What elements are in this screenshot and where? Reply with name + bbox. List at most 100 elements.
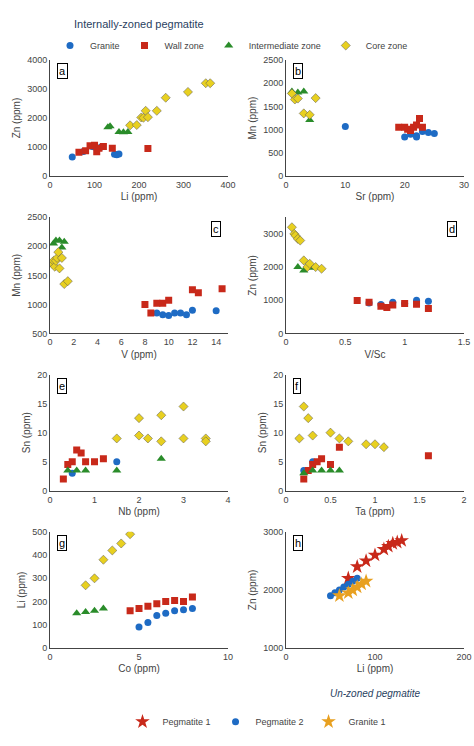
svg-text:V (ppm): V (ppm) [121, 349, 157, 360]
svg-text:1: 1 [92, 495, 97, 505]
svg-text:0: 0 [283, 495, 288, 505]
svg-text:b: b [295, 65, 301, 77]
svg-text:1000: 1000 [27, 142, 47, 152]
svg-text:1000: 1000 [263, 125, 283, 135]
svg-text:3000: 3000 [27, 84, 47, 94]
svg-text:0: 0 [42, 171, 47, 181]
svg-text:10: 10 [37, 428, 47, 438]
svg-text:0: 0 [283, 180, 288, 190]
svg-text:3: 3 [181, 495, 186, 505]
svg-text:1.5: 1.5 [458, 337, 471, 347]
svg-text:0: 0 [283, 337, 288, 347]
svg-text:1: 1 [402, 337, 407, 347]
svg-text:200: 200 [131, 180, 146, 190]
svg-text:0: 0 [278, 171, 283, 181]
svg-text:Pegmatite 2: Pegmatite 2 [256, 717, 304, 727]
svg-text:20: 20 [273, 370, 283, 380]
svg-text:0: 0 [278, 486, 283, 496]
svg-text:100: 100 [32, 620, 47, 630]
svg-text:Li (ppm): Li (ppm) [121, 191, 158, 202]
svg-text:1000: 1000 [27, 300, 47, 310]
svg-text:100: 100 [87, 180, 102, 190]
svg-text:10: 10 [223, 652, 233, 662]
svg-text:2000: 2000 [263, 78, 283, 88]
svg-text:5: 5 [137, 652, 142, 662]
svg-text:a: a [59, 65, 66, 77]
svg-text:500: 500 [32, 527, 47, 537]
svg-text:2: 2 [461, 495, 466, 505]
svg-text:Ta (ppm): Ta (ppm) [355, 506, 394, 517]
svg-text:2500: 2500 [263, 55, 283, 65]
svg-text:5: 5 [278, 457, 283, 467]
svg-text:5: 5 [42, 457, 47, 467]
svg-text:Core zone: Core zone [366, 41, 408, 51]
svg-text:f: f [295, 380, 299, 392]
svg-text:0.5: 0.5 [324, 495, 337, 505]
svg-text:0: 0 [42, 643, 47, 653]
svg-text:1500: 1500 [263, 102, 283, 112]
svg-text:0: 0 [42, 486, 47, 496]
svg-text:6: 6 [119, 337, 124, 347]
svg-text:2000: 2000 [27, 113, 47, 123]
svg-text:8: 8 [142, 337, 147, 347]
svg-text:10: 10 [273, 428, 283, 438]
svg-text:4: 4 [95, 337, 100, 347]
svg-text:Granite: Granite [90, 41, 120, 51]
svg-text:15: 15 [273, 399, 283, 409]
svg-text:1.5: 1.5 [413, 495, 426, 505]
svg-text:2: 2 [137, 495, 142, 505]
svg-text:Li (ppm): Li (ppm) [357, 663, 394, 674]
svg-text:Intermediate zone: Intermediate zone [249, 41, 321, 51]
svg-text:300: 300 [32, 573, 47, 583]
svg-text:500: 500 [32, 329, 47, 339]
svg-text:400: 400 [221, 180, 236, 190]
svg-text:100: 100 [367, 652, 382, 662]
svg-text:500: 500 [268, 148, 283, 158]
svg-text:0: 0 [47, 495, 52, 505]
svg-text:1000: 1000 [263, 295, 283, 305]
svg-text:14: 14 [211, 337, 221, 347]
svg-text:Internally-zoned pegmatite: Internally-zoned pegmatite [74, 18, 204, 30]
svg-text:20: 20 [400, 180, 410, 190]
svg-text:3000: 3000 [263, 527, 283, 537]
svg-text:Zn (ppm): Zn (ppm) [11, 98, 22, 139]
svg-text:0: 0 [278, 329, 283, 339]
svg-text:Sn (ppm): Sn (ppm) [21, 412, 32, 453]
svg-text:4000: 4000 [27, 55, 47, 65]
svg-text:V/Sc: V/Sc [364, 349, 385, 360]
svg-text:30: 30 [459, 180, 469, 190]
svg-text:10: 10 [164, 337, 174, 347]
svg-text:Li (ppm): Li (ppm) [16, 572, 27, 609]
svg-text:Granite 1: Granite 1 [349, 717, 386, 727]
svg-text:Mn (ppm): Mn (ppm) [247, 97, 258, 140]
svg-text:e: e [59, 380, 65, 392]
svg-text:0: 0 [47, 180, 52, 190]
svg-text:Sr (ppm): Sr (ppm) [356, 191, 395, 202]
svg-text:Un-zoned pegmatite: Un-zoned pegmatite [330, 688, 420, 699]
svg-text:0: 0 [47, 652, 52, 662]
svg-text:0.5: 0.5 [339, 337, 352, 347]
svg-text:Wall zone: Wall zone [165, 41, 204, 51]
svg-text:2000: 2000 [263, 585, 283, 595]
svg-text:2000: 2000 [27, 241, 47, 251]
svg-text:20: 20 [37, 370, 47, 380]
svg-text:200: 200 [32, 597, 47, 607]
svg-text:4: 4 [226, 495, 231, 505]
svg-text:2: 2 [71, 337, 76, 347]
svg-text:2000: 2000 [263, 262, 283, 272]
svg-text:0: 0 [47, 337, 52, 347]
svg-text:g: g [59, 537, 65, 549]
svg-text:12: 12 [187, 337, 197, 347]
svg-text:0: 0 [283, 652, 288, 662]
svg-text:200: 200 [456, 652, 471, 662]
svg-text:1500: 1500 [27, 271, 47, 281]
svg-text:Co (ppm): Co (ppm) [118, 663, 160, 674]
svg-text:c: c [213, 223, 219, 235]
svg-text:400: 400 [32, 550, 47, 560]
svg-text:15: 15 [37, 399, 47, 409]
svg-text:Mn (ppm): Mn (ppm) [11, 254, 22, 297]
svg-text:1000: 1000 [263, 643, 283, 653]
svg-text:300: 300 [176, 180, 191, 190]
svg-text:d: d [449, 223, 455, 235]
svg-text:Zn (ppm): Zn (ppm) [247, 255, 258, 296]
